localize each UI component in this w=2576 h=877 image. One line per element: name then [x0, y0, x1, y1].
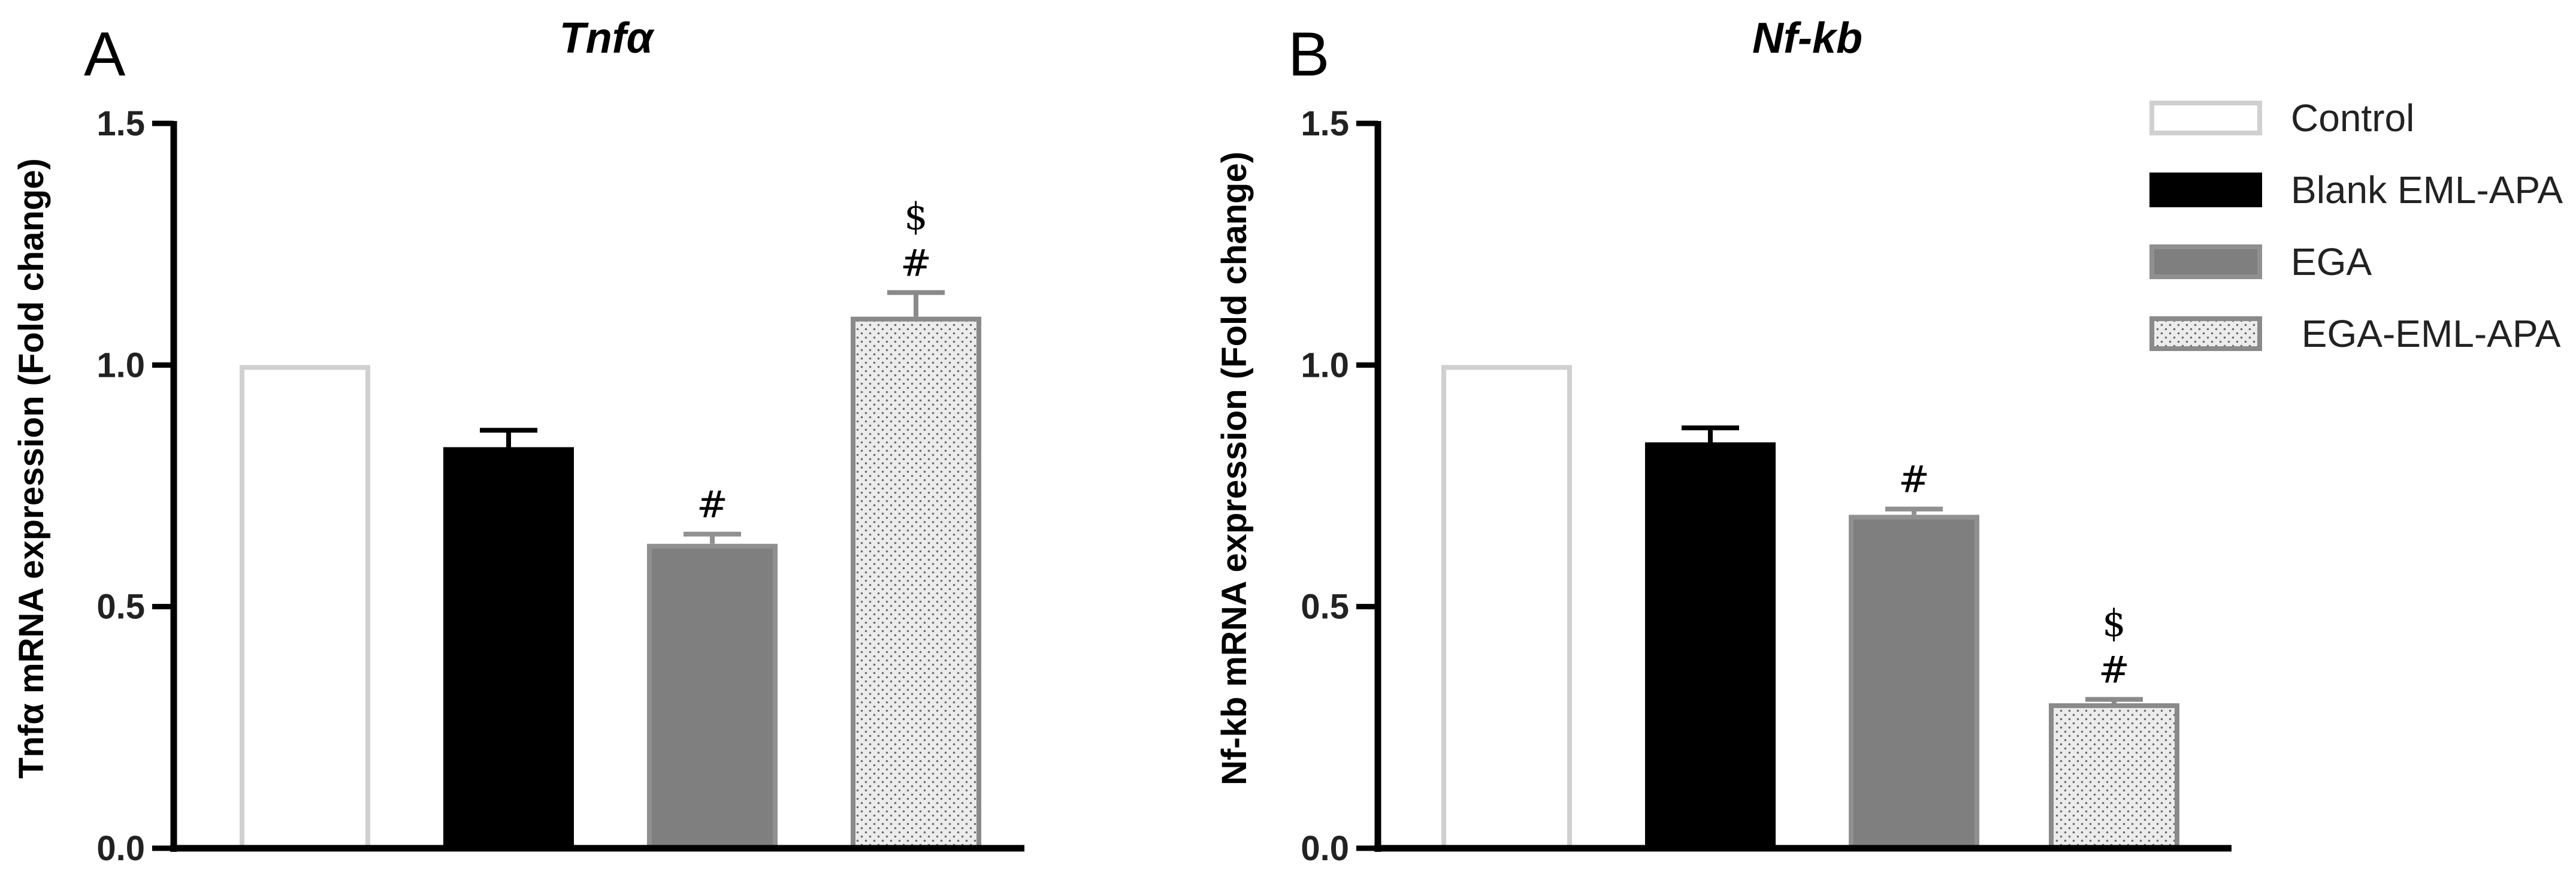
- panel-a: A Tnfα Tnfα mRNA expression (Fold change…: [12, 14, 1024, 868]
- bar-b-2: [1645, 442, 1776, 851]
- y-tick-label-b: 1.5: [1301, 104, 1349, 143]
- legend-swatch-blank: [2149, 173, 2262, 207]
- significance-label-b-3: #: [1898, 458, 1930, 501]
- error-bar-b-4: [2085, 697, 2143, 703]
- bar-a-2: [443, 447, 574, 851]
- significance-label-b-4: #: [2099, 648, 2130, 692]
- bar-a-1: [240, 365, 370, 851]
- y-axis-label-a: Tnfα mRNA expression (Fold change): [12, 158, 51, 779]
- bar-b-4: [2049, 703, 2179, 851]
- chart-title-b: Nf-kb: [1752, 14, 1863, 62]
- y-tick-label-a: 0.5: [96, 588, 145, 627]
- y-tick-label-a: 1.5: [96, 104, 145, 143]
- bar-a-4: [851, 316, 981, 851]
- legend-swatch-control: [2149, 101, 2262, 135]
- legend-swatch-ega-eml-apa: [2149, 316, 2262, 351]
- y-tick-label-a: 1.0: [96, 346, 145, 385]
- significance-label-a-3: #: [697, 483, 728, 527]
- legend-label-control: Control: [2291, 96, 2414, 140]
- legend-swatch-ega: [2149, 244, 2262, 279]
- panel-letter-a: A: [84, 20, 126, 89]
- legend-label-ega: EGA: [2291, 240, 2372, 283]
- y-tick-label-b: 0.0: [1301, 829, 1349, 868]
- bar-b-1: [1441, 365, 1572, 851]
- significance-label-b-4: $: [2102, 601, 2125, 645]
- significance-label-a-4: $: [904, 194, 927, 238]
- bar-b-3: [1849, 515, 1979, 851]
- error-bar-a-4: [887, 290, 945, 317]
- significance-label-a-4: #: [900, 241, 932, 285]
- legend: Control Blank EML-APA EGA EGA-EML-APA: [2149, 96, 2563, 355]
- panel-letter-b: B: [1288, 20, 1329, 89]
- legend-label-blank: Blank EML-APA: [2291, 168, 2563, 211]
- error-bar-a-3: [684, 531, 741, 544]
- panel-b: B Nf-kb Nf-kb mRNA expression (Fold chan…: [1215, 14, 2232, 868]
- legend-label-ega-eml-apa: EGA-EML-APA: [2291, 312, 2561, 355]
- y-tick-label-a: 0.0: [96, 829, 145, 868]
- bar-a-3: [647, 543, 778, 851]
- chart-title-a: Tnfα: [560, 14, 655, 62]
- y-tick-label-b: 0.5: [1301, 588, 1349, 627]
- error-bar-b-2: [1682, 425, 1739, 443]
- error-bar-b-3: [1885, 506, 1943, 515]
- y-tick-label-b: 1.0: [1301, 346, 1349, 385]
- y-axis-label-b: Nf-kb mRNA expression (Fold change): [1215, 152, 1254, 785]
- error-bar-a-2: [480, 428, 537, 447]
